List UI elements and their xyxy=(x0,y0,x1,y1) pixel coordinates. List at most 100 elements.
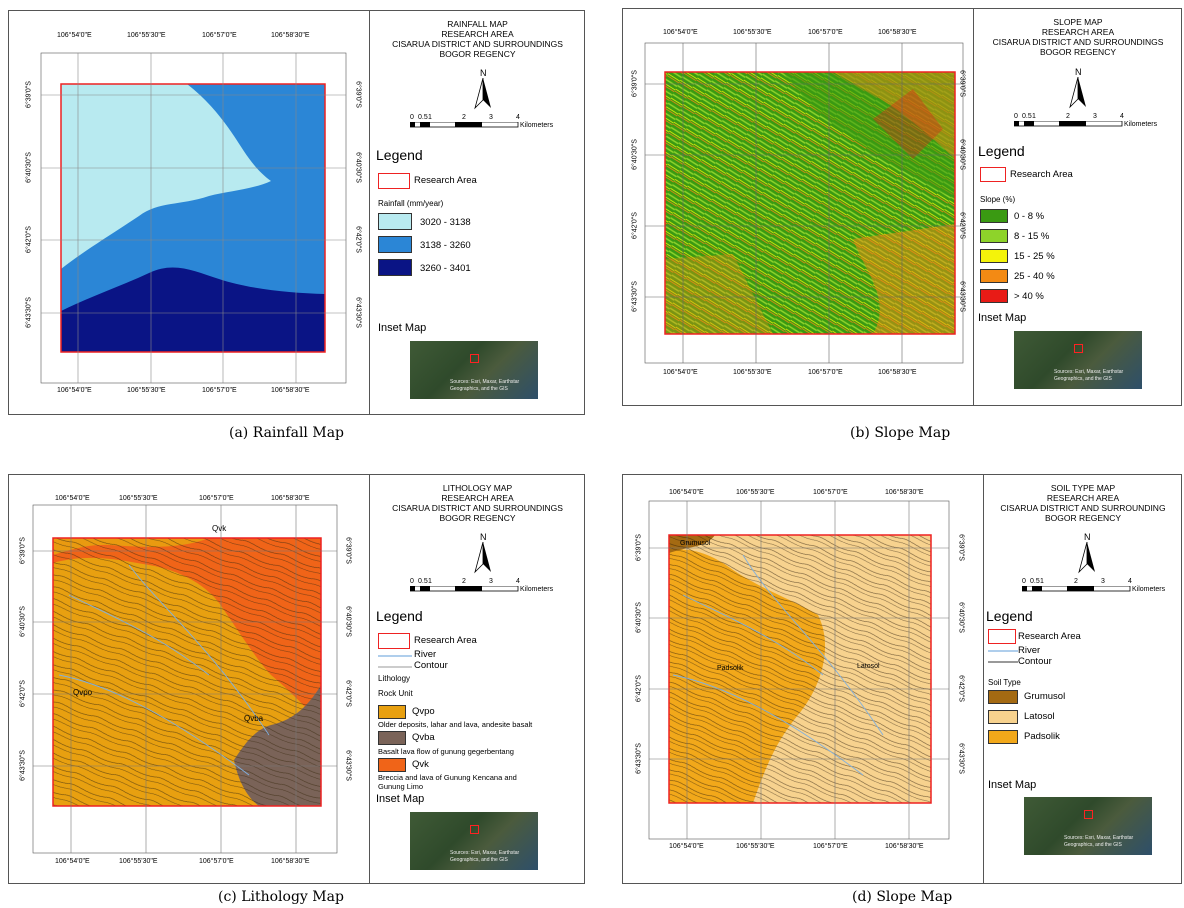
contour-label: Contour xyxy=(414,660,448,671)
class-label-3: Padsolik xyxy=(1024,731,1060,742)
class-swatch-2 xyxy=(980,229,1008,243)
map-title-line-4: BOGOR REGENCY xyxy=(1039,47,1117,57)
class-label-2: Latosol xyxy=(1024,711,1055,722)
scale-unit: Kilometers xyxy=(520,122,554,129)
lat-tick-left-4: 6°43'30"S xyxy=(25,297,33,328)
map-title-line-1: SOIL TYPE MAP xyxy=(1050,483,1116,493)
legend-title: Legend xyxy=(376,608,423,624)
lat-tick-right-1: 6°39'0"S xyxy=(344,537,352,564)
inset-map-title: Inset Map xyxy=(376,793,425,805)
lat-tick-left-4: 6°43'30"S xyxy=(635,743,643,774)
scale-bar xyxy=(1014,121,1123,127)
soil-label-grumusol: Grumusol xyxy=(680,540,711,547)
scale-unit: Kilometers xyxy=(520,586,554,593)
inset-research-area-marker xyxy=(470,825,479,834)
lon-tick-bottom-1: 106°54'0"E xyxy=(55,858,90,865)
inset-research-area-marker xyxy=(1084,810,1093,819)
scale-bar xyxy=(1022,586,1131,592)
inset-credit-1: Sources: Esri, Maxar, Earthstar xyxy=(450,850,520,856)
research-area-label: Research Area xyxy=(1018,631,1081,642)
inset-map-title: Inset Map xyxy=(978,312,1027,324)
scale-tick-4: 4 xyxy=(1120,113,1124,120)
inset-credit-1: Sources: Esri, Maxar, Earthstar xyxy=(1064,835,1134,841)
research-area-swatch xyxy=(378,633,410,649)
inset-credit-1: Sources: Esri, Maxar, Earthstar xyxy=(450,379,520,385)
scale-tick-1: 1 xyxy=(428,114,432,121)
lon-tick-top-2: 106°55'30"E xyxy=(733,29,772,36)
scale-tick-05: 0.5 xyxy=(1030,578,1040,585)
river-label: River xyxy=(414,649,437,660)
scale-tick-05: 0.5 xyxy=(418,578,428,585)
map-title-line-4: BOGOR REGENCY xyxy=(439,49,516,59)
class-label-5: > 40 % xyxy=(1014,291,1044,302)
inset-credit-2: Geographics, and the GIS xyxy=(1054,376,1112,382)
class-desc-1: Older deposits, lahar and lava, andesite… xyxy=(378,720,533,729)
lon-tick-bottom-2: 106°55'30"E xyxy=(119,858,158,865)
inset-map-title: Inset Map xyxy=(988,779,1037,791)
lat-tick-left-1: 6°39'0"S xyxy=(635,534,643,561)
lat-tick-right-2: 6°40'30"S xyxy=(958,139,966,170)
class-swatch-3 xyxy=(378,259,412,276)
lon-tick-top-1: 106°54'0"E xyxy=(57,32,92,39)
map-title-line-3: CISARUA DISTRICT AND SURROUNDINGS xyxy=(392,39,563,49)
lon-tick-bottom-2: 106°55'30"E xyxy=(127,387,166,394)
contour-label: Contour xyxy=(1018,656,1052,667)
rainfall-map-frame xyxy=(40,52,347,384)
scale-tick-3: 3 xyxy=(1101,578,1105,585)
inset-map-title: Inset Map xyxy=(378,322,427,334)
class-label-2: 3138 - 3260 xyxy=(420,240,471,251)
lat-tick-right-3: 6°42'0"S xyxy=(958,212,966,239)
legend-column: SLOPE MAP RESEARCH AREA CISARUA DISTRICT… xyxy=(973,9,1182,405)
scale-tick-05: 0.5 xyxy=(1022,113,1032,120)
scale-tick-1: 1 xyxy=(428,578,432,585)
map-title-line-2: RESEARCH AREA xyxy=(441,29,514,39)
lon-tick-bottom-4: 106°58'30"E xyxy=(878,369,917,376)
scale-unit: Kilometers xyxy=(1132,586,1166,593)
inset-credit-2: Geographics, and the GIS xyxy=(450,857,508,863)
class-label-4: 25 - 40 % xyxy=(1014,271,1055,282)
class-swatch-2 xyxy=(378,731,406,745)
class-label-1: 3020 - 3138 xyxy=(420,217,471,228)
map-title-line-1: SLOPE MAP xyxy=(1053,17,1103,27)
scale-tick-0: 0 xyxy=(1022,578,1026,585)
class-label-3: 15 - 25 % xyxy=(1014,251,1055,262)
scale-bar xyxy=(410,586,519,592)
lat-tick-left-2: 6°40'30"S xyxy=(635,602,643,633)
class-label-3: 3260 - 3401 xyxy=(420,263,471,274)
scale-tick-3: 3 xyxy=(1093,113,1097,120)
lon-tick-top-3: 106°57'0"E xyxy=(808,29,843,36)
scale-tick-2: 2 xyxy=(1066,113,1070,120)
north-label: N xyxy=(480,532,487,542)
lon-tick-top-2: 106°55'30"E xyxy=(127,32,166,39)
lat-tick-left-2: 6°40'30"S xyxy=(631,139,639,170)
lon-tick-bottom-2: 106°55'30"E xyxy=(736,843,775,850)
lon-tick-top-4: 106°58'30"E xyxy=(878,29,917,36)
caption-b: (b) Slope Map xyxy=(850,425,951,441)
lon-tick-top-3: 106°57'0"E xyxy=(813,489,848,496)
map-title-line-1: RAINFALL MAP xyxy=(447,19,508,29)
class-label-2: 8 - 15 % xyxy=(1014,231,1050,242)
scale-tick-1: 1 xyxy=(1040,578,1044,585)
legend-column: LITHOLOGY MAP RESEARCH AREA CISARUA DIST… xyxy=(369,475,585,883)
north-label: N xyxy=(1084,532,1091,542)
map-title-line-4: BOGOR REGENCY xyxy=(1044,513,1122,523)
lon-tick-top-4: 106°58'30"E xyxy=(271,495,310,502)
class-label-1: Qvpo xyxy=(412,706,435,717)
lat-tick-left-2: 6°40'30"S xyxy=(25,152,33,183)
class-swatch-1 xyxy=(988,690,1018,704)
lat-tick-right-1: 6°39'0"S xyxy=(958,70,966,97)
legend-column: SOIL TYPE MAP RESEARCH AREA CISARUA DIST… xyxy=(983,475,1182,883)
lat-tick-right-3: 6°42'0"S xyxy=(354,226,362,253)
lat-tick-left-4: 6°43'30"S xyxy=(19,750,27,781)
lon-tick-bottom-3: 106°57'0"E xyxy=(202,387,237,394)
lat-tick-right-2: 6°40'30"S xyxy=(344,606,352,637)
lat-tick-left-1: 6°39'0"S xyxy=(19,537,27,564)
scale-tick-3: 3 xyxy=(489,114,493,121)
map-title-line-2: RESEARCH AREA xyxy=(1041,27,1115,37)
slope-section-title: Slope (%) xyxy=(980,195,1016,204)
lon-tick-bottom-4: 106°58'30"E xyxy=(271,858,310,865)
river-contour-symbols xyxy=(988,650,1018,663)
research-area-swatch xyxy=(980,167,1006,182)
lon-tick-bottom-4: 106°58'30"E xyxy=(271,387,310,394)
class-swatch-1 xyxy=(378,213,412,230)
